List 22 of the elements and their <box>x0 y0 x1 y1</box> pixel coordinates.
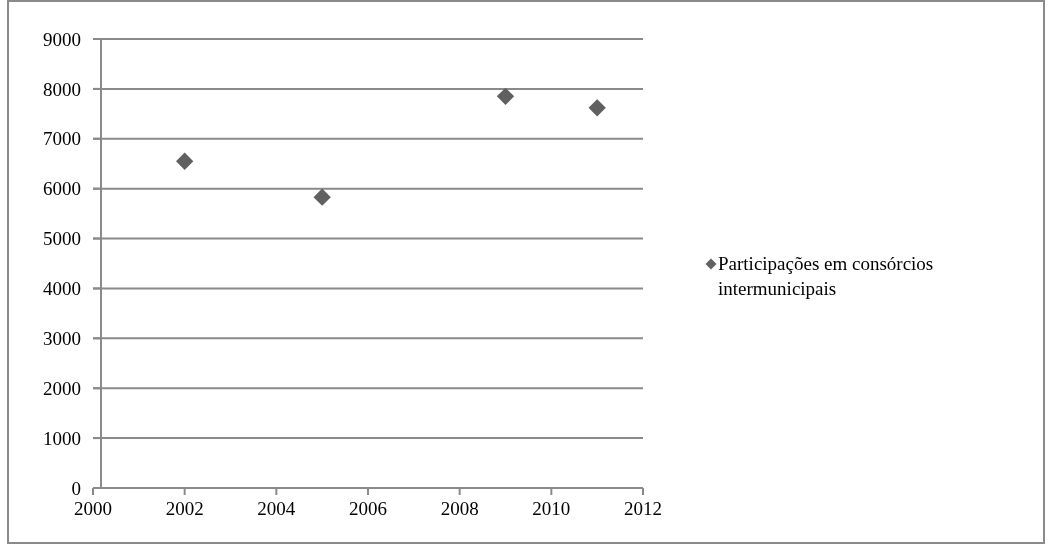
x-tick-label: 2010 <box>532 498 571 519</box>
x-tick-label: 2006 <box>349 498 387 519</box>
y-tick-label: 0 <box>71 477 81 499</box>
x-tick-label: 2008 <box>440 498 479 519</box>
x-tick-label: 2002 <box>165 498 204 519</box>
y-tick-label: 7000 <box>43 128 81 150</box>
x-tick-label: 2000 <box>74 498 112 519</box>
point <box>588 99 606 117</box>
y-tick-label: 1000 <box>43 427 81 449</box>
y-tick-label: 4000 <box>43 278 81 300</box>
legend-label: Participações em consórcios intermunicipais <box>718 253 934 299</box>
y-tick-label: 6000 <box>43 178 81 200</box>
point <box>496 87 515 106</box>
y-tick-label: 5000 <box>43 228 81 250</box>
y-tick-label: 2000 <box>43 377 81 399</box>
y-tick-label: 8000 <box>43 78 81 100</box>
y-tick-label: 3000 <box>43 327 81 349</box>
x-tick-label: 2004 <box>257 498 296 519</box>
x-tick-label: 2012 <box>624 498 662 519</box>
point <box>313 188 331 206</box>
y-tick-label: 9000 <box>43 28 81 50</box>
point <box>176 152 194 170</box>
